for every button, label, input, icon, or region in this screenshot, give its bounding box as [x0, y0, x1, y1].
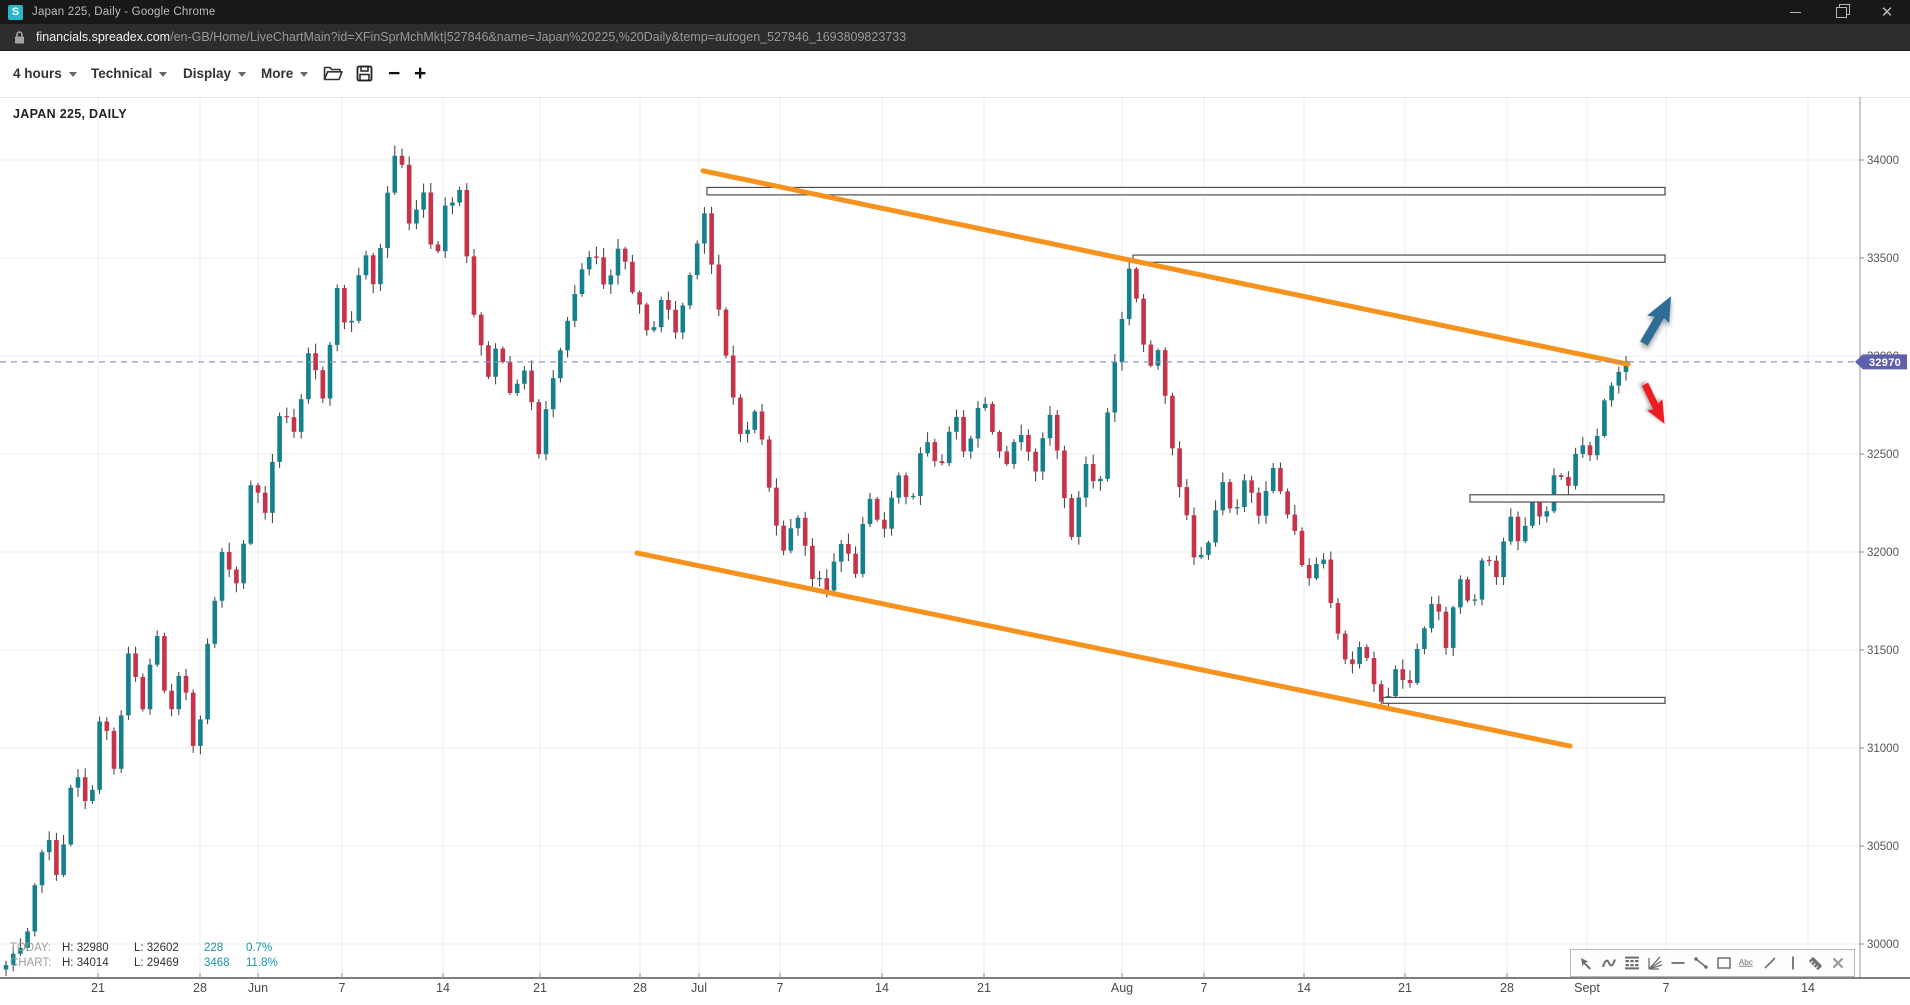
url-path: /en-GB/Home/LiveChartMain?id=XFinSprMchM… — [170, 30, 907, 44]
svg-text:Aug: Aug — [1111, 981, 1133, 995]
browser-titlebar: S Japan 225, Daily - Google Chrome ✕ — [0, 0, 1910, 24]
measure-tool[interactable] — [1807, 955, 1825, 972]
svg-text:28: 28 — [1500, 981, 1514, 995]
today-stats-row: TODAY: H: 32980 L: 32602 228 0.7% — [10, 941, 278, 956]
delete-tool[interactable] — [1829, 955, 1847, 972]
save-icon — [356, 65, 373, 82]
curve-tool[interactable] — [1600, 955, 1618, 972]
svg-text:Jun: Jun — [248, 981, 268, 995]
chart-change-pct: 11.8% — [246, 957, 278, 969]
fib-retracement-tool[interactable] — [1623, 955, 1641, 972]
svg-text:28: 28 — [193, 981, 207, 995]
restore-icon — [1835, 3, 1850, 18]
svg-text:28: 28 — [633, 981, 647, 995]
current-price-badge — [1855, 354, 1907, 370]
today-label: TODAY: — [10, 942, 52, 954]
minus-icon: − — [388, 62, 401, 85]
more-menu-label: More — [261, 66, 294, 81]
today-change: 228 — [204, 942, 224, 954]
svg-text:21: 21 — [533, 981, 547, 995]
spreadex-logo-icon: S — [8, 4, 23, 20]
technical-menu[interactable]: Technical — [91, 50, 168, 97]
svg-text:14: 14 — [1801, 981, 1815, 995]
rectangle-tool[interactable] — [1715, 955, 1733, 972]
svg-text:Sept: Sept — [1574, 981, 1600, 995]
svg-text:21: 21 — [1398, 981, 1412, 995]
today-high: H: 32980 — [62, 942, 109, 954]
plus-icon: + — [414, 62, 427, 85]
chart-stats-row: CHART: H: 34014 L: 29469 3468 11.8% — [10, 956, 278, 971]
svg-text:7: 7 — [777, 981, 784, 995]
chart-toolbar: 4 hours Technical Display More − + — [0, 50, 1910, 97]
svg-text:32000: 32000 — [1867, 547, 1899, 559]
window-controls: ✕ — [1772, 0, 1910, 24]
svg-text:34000: 34000 — [1867, 155, 1899, 167]
timeframe-menu-label: 4 hours — [13, 66, 62, 81]
window-title: Japan 225, Daily - Google Chrome — [32, 6, 216, 18]
chart-low: L: 29469 — [134, 957, 179, 969]
chart-change: 3468 — [204, 957, 230, 969]
trend-segment-tool[interactable] — [1692, 955, 1710, 972]
zoom-in-button[interactable]: + — [414, 50, 426, 97]
drawing-tools-palette: Abc — [1570, 949, 1855, 977]
url-domain: financials.spreadex.com — [36, 30, 171, 44]
svg-text:30000: 30000 — [1867, 939, 1899, 951]
text-label-tool[interactable]: Abc — [1738, 955, 1756, 972]
svg-text:32500: 32500 — [1867, 449, 1899, 461]
close-button[interactable]: ✕ — [1880, 4, 1894, 21]
svg-text:14: 14 — [1297, 981, 1311, 995]
svg-text:7: 7 — [1663, 981, 1670, 995]
svg-text:31000: 31000 — [1867, 743, 1899, 755]
chevron-down-icon — [68, 72, 77, 77]
chart-instrument-title: JAPAN 225, DAILY — [13, 107, 127, 121]
diagonal-line-tool[interactable] — [1761, 955, 1779, 972]
display-menu-label: Display — [183, 66, 232, 81]
svg-text:Abc: Abc — [1739, 958, 1753, 967]
fan-lines-tool[interactable] — [1646, 955, 1664, 972]
zoom-out-button[interactable]: − — [388, 50, 400, 97]
chart-label: CHART: — [10, 957, 52, 969]
svg-text:31500: 31500 — [1867, 645, 1899, 657]
technical-menu-label: Technical — [91, 66, 153, 81]
svg-text:33500: 33500 — [1867, 253, 1899, 265]
scenario-down-arrow[interactable] — [1636, 380, 1673, 428]
svg-text:7: 7 — [339, 981, 346, 995]
address-bar[interactable]: financials.spreadex.com/en-GB/Home/LiveC… — [0, 24, 1910, 51]
vertical-line-tool[interactable] — [1784, 955, 1802, 972]
lock-icon — [15, 30, 24, 43]
chart-high: H: 34014 — [62, 957, 109, 969]
scenario-up-arrow[interactable] — [1635, 290, 1681, 349]
timeframe-menu[interactable]: 4 hours — [13, 50, 77, 97]
open-folder-icon — [323, 66, 343, 81]
minimize-icon — [1789, 11, 1801, 13]
horizontal-line-tool[interactable] — [1669, 955, 1687, 972]
more-menu[interactable]: More — [261, 50, 309, 97]
url-text[interactable]: financials.spreadex.com/en-GB/Home/LiveC… — [36, 30, 906, 44]
save-chart-button[interactable] — [356, 50, 373, 97]
open-chart-button[interactable] — [323, 50, 343, 97]
svg-text:21: 21 — [977, 981, 991, 995]
price-stats: TODAY: H: 32980 L: 32602 228 0.7% CHART: H: 3… — [10, 941, 278, 971]
restore-button[interactable] — [1818, 0, 1864, 24]
svg-text:7: 7 — [1201, 981, 1208, 995]
svg-text:Jul: Jul — [691, 981, 707, 995]
display-menu[interactable]: Display — [183, 50, 247, 97]
chevron-down-icon — [300, 72, 309, 77]
svg-text:32970: 32970 — [1869, 357, 1901, 369]
minimize-button[interactable] — [1772, 0, 1818, 24]
svg-text:30500: 30500 — [1867, 841, 1899, 853]
chevron-down-icon — [159, 72, 168, 77]
chevron-down-icon — [238, 72, 247, 77]
today-low: L: 32602 — [134, 942, 179, 954]
svg-text:14: 14 — [875, 981, 889, 995]
svg-text:14: 14 — [436, 981, 450, 995]
pointer-tool[interactable] — [1577, 955, 1595, 972]
svg-text:21: 21 — [91, 981, 105, 995]
today-change-pct: 0.7% — [246, 942, 273, 954]
